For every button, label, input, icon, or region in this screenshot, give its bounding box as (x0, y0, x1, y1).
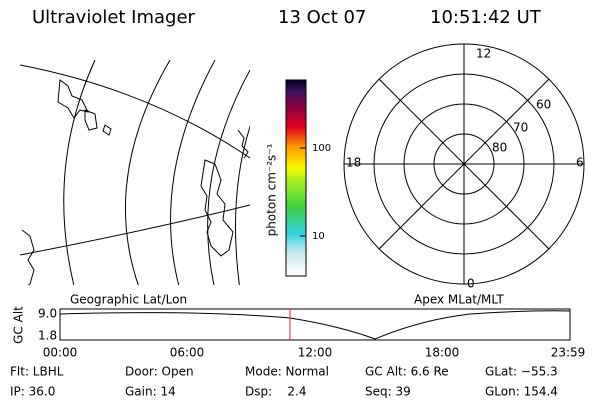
info-field: Door: Open (125, 365, 194, 379)
info-field: Mode: Normal (245, 365, 329, 379)
instrument-title: Ultraviolet Imager (32, 7, 196, 28)
info-field: IP: 36.0 (10, 385, 55, 399)
timeline-ylabel: GC Alt (12, 306, 26, 344)
mlt-label: 0 (467, 277, 475, 291)
panel-label: Geographic Lat/Lon (70, 293, 187, 307)
info-field: Gain: 14 (125, 385, 176, 399)
timeline-xtick: 00:00 (43, 346, 78, 360)
colorbar (285, 79, 307, 277)
info-panel: Flt: LBHL Door: Open Mode: Normal GC Alt: 6… (10, 365, 558, 399)
colorbar-tick-label: 100 (312, 143, 331, 154)
mlat-label: 60 (536, 98, 551, 112)
timeline-ytick: 1.8 (38, 329, 57, 343)
info-field: Seq: 39 (365, 385, 411, 399)
colorbar-tick-label: 10 (312, 231, 325, 242)
mlat-label: 80 (492, 141, 507, 155)
mlt-label: 6 (576, 156, 584, 170)
colorbar-label: photon cm⁻²s⁻¹ (265, 143, 279, 236)
info-field: GC Alt: 6.6 Re (365, 365, 449, 379)
info-field: Dsp: 2.4 (245, 385, 307, 399)
timeline-xtick: 23:59 (551, 346, 586, 360)
info-field: GLat: −55.3 (485, 365, 558, 379)
polar-grid (343, 43, 585, 285)
timeline-xtick: 06:00 (170, 346, 205, 360)
date: 13 Oct 07 (278, 7, 366, 28)
geographic-map (20, 60, 250, 285)
info-field: Flt: LBHL (10, 365, 64, 379)
mlt-label: 18 (346, 156, 361, 170)
mlat-label: 70 (513, 121, 528, 135)
timeline-frame (59, 308, 571, 341)
panel-label: Apex MLat/MLT (414, 293, 504, 307)
mlt-label: 12 (476, 47, 491, 61)
info-field: GLon: 154.4 (485, 385, 558, 399)
altitude-curve (59, 310, 571, 340)
timeline-xtick: 12:00 (298, 346, 333, 360)
timeline-ytick: 9.0 (38, 307, 57, 321)
timeline-xtick: 18:00 (425, 346, 460, 360)
time: 10:51:42 UT (430, 7, 542, 28)
